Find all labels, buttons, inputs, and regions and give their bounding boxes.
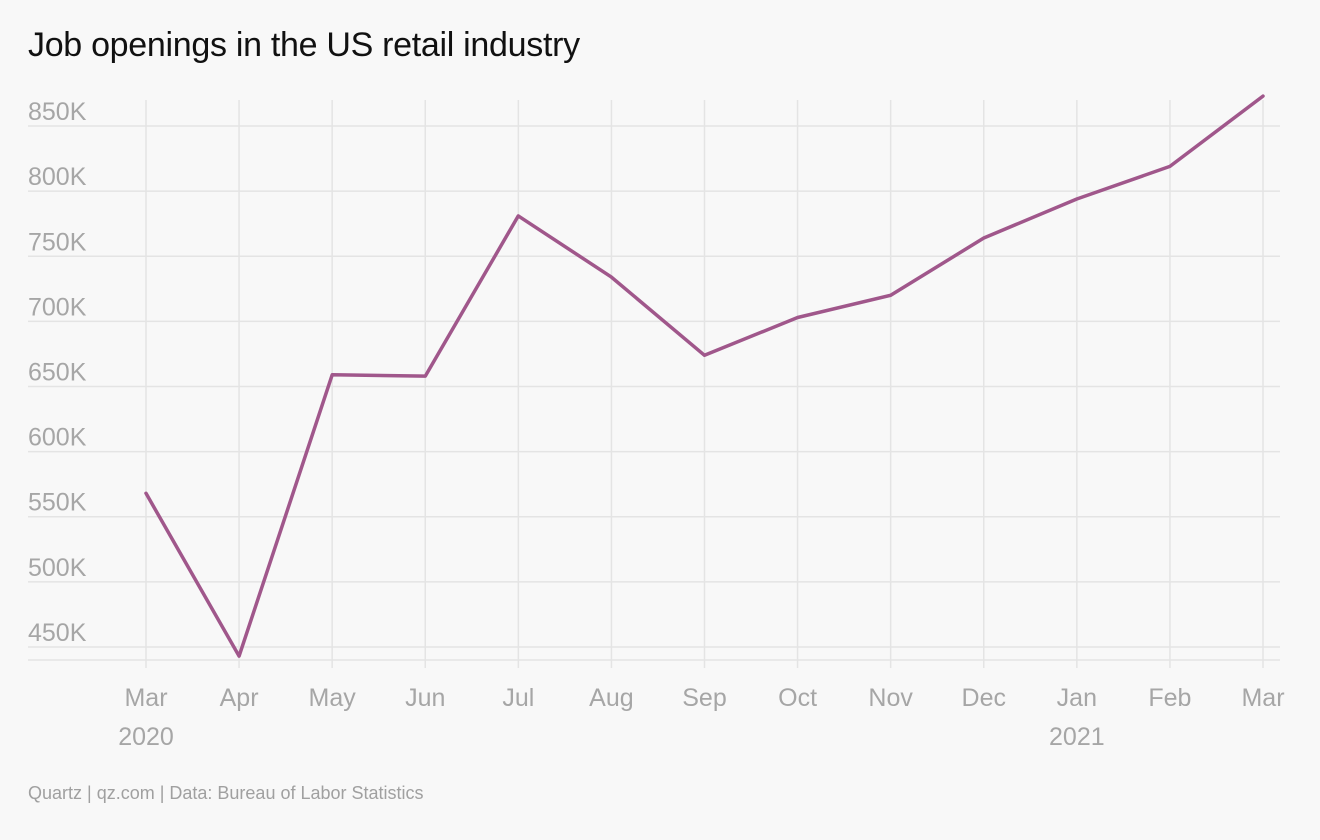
x-tick-label: May — [309, 684, 357, 712]
y-axis-labels: 450K 500K 550K 600K 650K 700K 750K 800K 850K — [28, 98, 87, 647]
series-group — [144, 94, 1265, 658]
x-tick-label: Apr — [220, 684, 259, 712]
x-year-label: 2021 — [1049, 723, 1105, 751]
y-tick-label: 850K — [28, 98, 87, 126]
y-tick-label: 550K — [28, 489, 87, 517]
x-tick-label: Oct — [778, 684, 817, 712]
x-tick-label: Dec — [962, 684, 1006, 712]
x-tick-label: Jul — [502, 684, 534, 712]
x-tick-label: Sep — [682, 684, 726, 712]
x-tick-label: Mar — [124, 684, 167, 712]
x-tick-label: Aug — [589, 684, 633, 712]
x-tick-label: Jun — [405, 684, 445, 712]
y-tick-label: 650K — [28, 359, 87, 387]
x-tick-label: Jan — [1057, 684, 1097, 712]
chart-title: Job openings in the US retail industry — [28, 26, 580, 64]
y-gridlines — [28, 125, 1280, 661]
y-tick-label: 450K — [28, 619, 87, 647]
x-tick-label: Feb — [1148, 684, 1191, 712]
y-tick-label: 700K — [28, 293, 87, 321]
x-axis-labels: Mar Apr May Jun Jul Aug Sep Oct Nov Dec Jan Feb Mar 2… — [118, 684, 1284, 751]
series-line — [144, 94, 1265, 658]
x-tick-label: Mar — [1241, 684, 1284, 712]
y-tick-label: 750K — [28, 228, 87, 256]
y-tick-label: 800K — [28, 163, 87, 191]
x-year-label: 2020 — [118, 723, 174, 751]
y-tick-label: 600K — [28, 424, 87, 452]
x-gridlines — [145, 100, 1264, 668]
y-tick-label: 500K — [28, 554, 87, 582]
source-note: Quartz | qz.com | Data: Bureau of Labor … — [28, 783, 424, 803]
x-tick-label: Nov — [868, 684, 913, 712]
